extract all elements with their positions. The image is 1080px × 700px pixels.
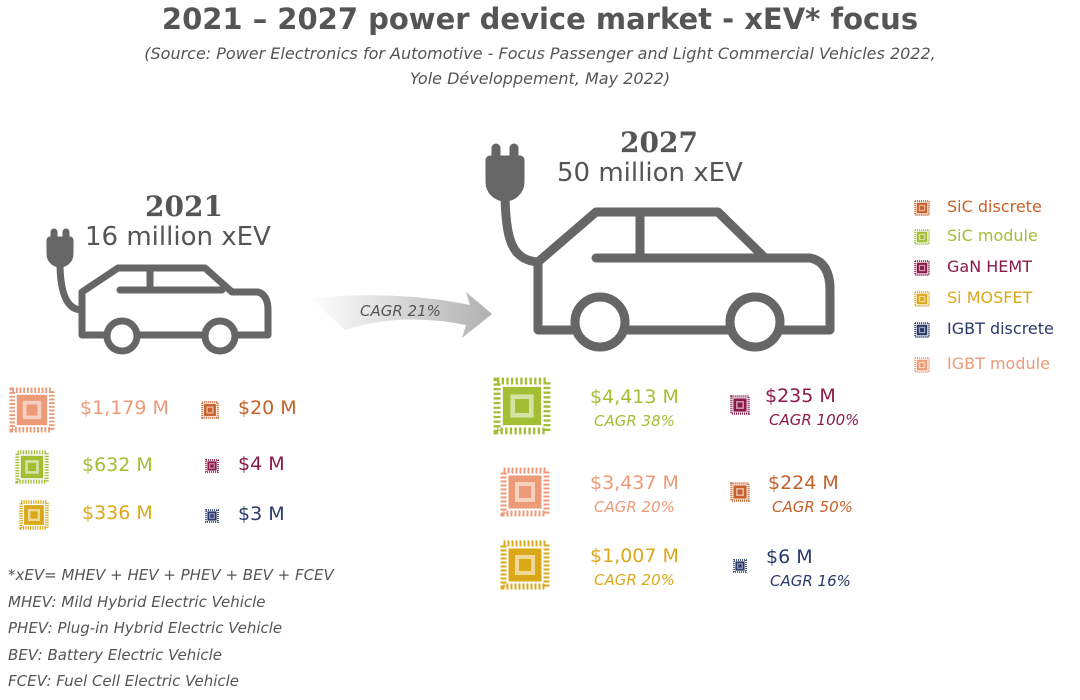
- value-label: $235 M: [765, 385, 836, 407]
- cagr-label: CAGR 20%: [594, 498, 675, 516]
- chip-icon: [914, 357, 930, 373]
- chip-icon: [733, 559, 747, 573]
- subtitle: 16 million xEV: [85, 222, 271, 252]
- year: 2021: [145, 190, 223, 223]
- chip-icon: [914, 291, 930, 307]
- value-label: $4 M: [238, 453, 285, 475]
- title: 2021 – 2027 power device market - xEV* f…: [161, 2, 919, 36]
- value-label: $3,437 M: [590, 472, 679, 494]
- value-label: $336 M: [82, 502, 153, 524]
- cagr-label: CAGR 100%: [769, 411, 860, 429]
- footnote: MHEV: Mild Hybrid Electric Vehicle: [8, 592, 266, 611]
- legend-label: IGBT module: [947, 354, 1050, 373]
- chip-icon: [914, 200, 930, 216]
- chip-icon: [500, 467, 550, 517]
- footnote: *xEV= MHEV + HEV + PHEV + BEV + FCEV: [8, 566, 334, 584]
- value-label: $3 M: [238, 503, 285, 525]
- chip-icon: [730, 482, 750, 502]
- growth-label: CAGR 21%: [360, 302, 441, 320]
- chip-icon: [914, 260, 930, 276]
- car-2027: [485, 143, 835, 352]
- chip-icon: [914, 229, 930, 245]
- chip-icon: [15, 450, 49, 484]
- value-label: $6 M: [766, 546, 813, 568]
- cagr-label: CAGR 38%: [594, 412, 675, 430]
- chip-icon: [201, 401, 219, 419]
- source: (Source: Power Electronics for Automotiv…: [144, 44, 936, 63]
- value-label: $20 M: [238, 397, 297, 419]
- value-label: $4,413 M: [590, 386, 679, 408]
- value-label: $1,179 M: [80, 397, 169, 419]
- legend-label: SiC discrete: [947, 197, 1042, 216]
- chip-icon: [9, 387, 55, 433]
- chip-icon: [914, 322, 930, 338]
- year: 2027: [620, 126, 698, 159]
- chip-icon: [730, 395, 750, 415]
- chip-icon: [205, 509, 219, 523]
- legend-label: SiC module: [947, 226, 1038, 245]
- value-label: $224 M: [768, 472, 839, 494]
- chip-icon: [493, 377, 551, 435]
- legend-label: Si MOSFET: [947, 288, 1033, 307]
- value-label: $632 M: [82, 454, 153, 476]
- chip-icon: [500, 540, 550, 590]
- car-2021: [46, 228, 272, 355]
- subtitle: 50 million xEV: [557, 158, 743, 188]
- chip-icon: [205, 459, 219, 473]
- cagr-label: CAGR 50%: [772, 498, 853, 516]
- cagr-label: CAGR 16%: [770, 572, 851, 590]
- cagr-label: CAGR 20%: [594, 571, 675, 589]
- growth-arrow: [310, 292, 492, 338]
- chip-icon: [19, 500, 49, 530]
- source: Yole Développement, May 2022): [409, 69, 671, 88]
- footnote: BEV: Battery Electric Vehicle: [8, 645, 223, 664]
- legend-label: IGBT discrete: [947, 319, 1054, 338]
- legend-label: GaN HEMT: [947, 257, 1032, 276]
- footnote: FCEV: Fuel Cell Electric Vehicle: [8, 672, 240, 690]
- value-label: $1,007 M: [590, 545, 679, 567]
- footnote: PHEV: Plug-in Hybrid Electric Vehicle: [8, 619, 283, 637]
